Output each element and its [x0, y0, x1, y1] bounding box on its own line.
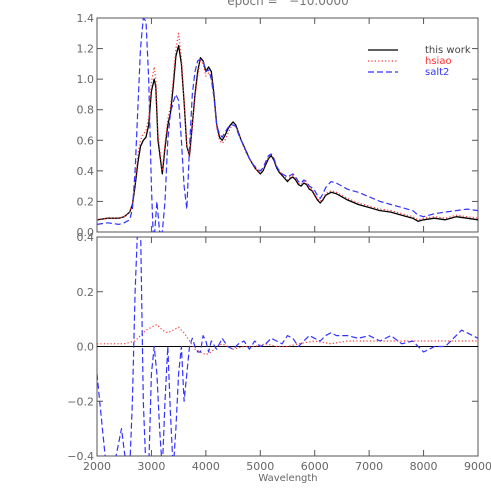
x-tick-label: 6000 — [301, 460, 329, 473]
top-panel-frame — [96, 17, 479, 233]
x-tick-label: 4000 — [192, 460, 220, 473]
y-tick-label: −0.2 — [67, 395, 94, 408]
legend-label: salt2 — [425, 67, 449, 78]
series-line-hsiao — [97, 32, 478, 221]
series-line-salt2 — [97, 237, 478, 456]
y-tick-label: 1.4 — [77, 12, 95, 25]
x-tick-label: 7000 — [355, 460, 383, 473]
y-tick-label: −0.4 — [67, 450, 94, 463]
top-series-group — [97, 18, 478, 232]
x-tick-label: 8000 — [410, 460, 438, 473]
legend-label: hsiao — [425, 56, 452, 67]
legend-label: this work — [425, 45, 471, 56]
y-tick-label: 0.0 — [77, 226, 95, 239]
y-tick-label: 0.6 — [77, 134, 95, 147]
bottom-y-axis: −0.4 −0.2 0.0 0.2 0.4 — [67, 231, 478, 463]
top-y-axis: 0.0 0.2 0.4 0.6 0.8 1.0 1.2 1.4 — [77, 12, 478, 239]
x-tick-label: 2000 — [83, 460, 111, 473]
y-tick-label: 0.2 — [77, 286, 95, 299]
bottom-series-group — [97, 237, 478, 456]
x-tick-label: 5000 — [246, 460, 274, 473]
x-axis-label: Wavelength — [258, 473, 317, 484]
bottom-x-axis: 2000 3000 4000 5000 6000 7000 8000 9000 — [83, 237, 491, 473]
series-line-this-work — [97, 44, 478, 222]
y-tick-label: 0.0 — [77, 341, 95, 354]
series-line-salt2 — [97, 18, 478, 232]
x-tick-label: 9000 — [464, 460, 491, 473]
bottom-panel: −0.4 −0.2 0.0 0.2 0.4 2000 3000 4000 5000 6000 70… — [67, 231, 491, 484]
x-tick-label: 3000 — [137, 460, 165, 473]
top-x-ticks — [96, 18, 479, 232]
y-tick-label: 0.4 — [77, 165, 95, 178]
y-tick-label: 1.2 — [77, 43, 95, 56]
y-tick-label: 0.2 — [77, 195, 95, 208]
y-tick-label: 0.8 — [77, 104, 95, 117]
y-tick-label: 0.4 — [77, 231, 95, 244]
chart-title: epoch = −10.0000 — [227, 0, 349, 8]
top-panel: 0.0 0.2 0.4 0.6 0.8 1.0 1.2 1.4 this workhsiaos… — [77, 12, 479, 239]
y-tick-label: 1.0 — [77, 73, 95, 86]
